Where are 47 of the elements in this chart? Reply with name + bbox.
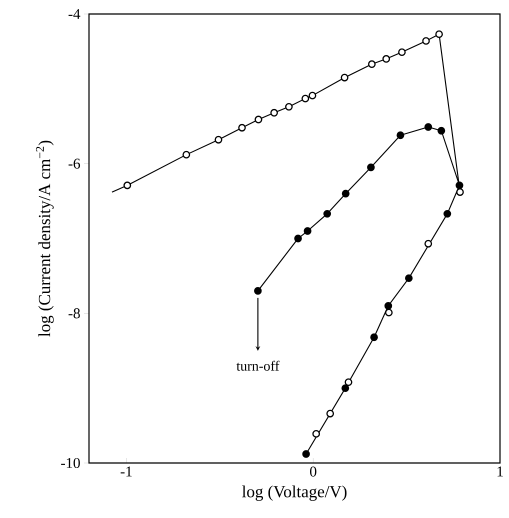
point xyxy=(422,37,430,45)
x-tick-label: 0 xyxy=(310,466,316,477)
y-tick-label: -8 xyxy=(68,308,80,318)
point xyxy=(301,94,310,102)
y-tick-label: -10 xyxy=(61,458,80,468)
point xyxy=(384,302,392,310)
point xyxy=(214,136,222,144)
point xyxy=(254,116,262,124)
point xyxy=(404,274,413,282)
y-tick-label: -6 xyxy=(68,158,80,169)
point xyxy=(370,333,378,342)
annotation: turn-off xyxy=(236,360,280,371)
point xyxy=(342,190,350,198)
point xyxy=(304,227,312,235)
point xyxy=(326,410,334,418)
point xyxy=(437,126,446,135)
point xyxy=(323,210,332,218)
point xyxy=(123,182,132,190)
point xyxy=(285,102,293,111)
point xyxy=(294,234,302,242)
point xyxy=(182,150,190,159)
point xyxy=(238,124,246,132)
point xyxy=(382,55,390,63)
point xyxy=(270,108,278,117)
x-tick-label: 1 xyxy=(498,466,503,476)
point xyxy=(456,188,464,196)
point xyxy=(443,210,452,218)
point xyxy=(344,378,352,386)
point xyxy=(384,308,393,316)
y-axis-title: log (Current density/A cm$^{−2}$) xyxy=(36,140,54,337)
point xyxy=(367,164,375,172)
point xyxy=(368,60,376,68)
point xyxy=(302,450,310,458)
point xyxy=(341,384,350,392)
point xyxy=(308,92,316,100)
point xyxy=(396,131,404,140)
point xyxy=(424,123,432,131)
point xyxy=(435,30,443,38)
y-tick-label: -4 xyxy=(68,9,80,19)
point xyxy=(254,287,262,295)
point xyxy=(424,240,432,248)
point xyxy=(398,48,406,56)
x-tick-label: -1 xyxy=(120,466,132,476)
point xyxy=(312,430,320,438)
point xyxy=(340,74,348,82)
point xyxy=(456,182,464,190)
x-axis-title: log (Voltage/V) xyxy=(242,485,347,501)
